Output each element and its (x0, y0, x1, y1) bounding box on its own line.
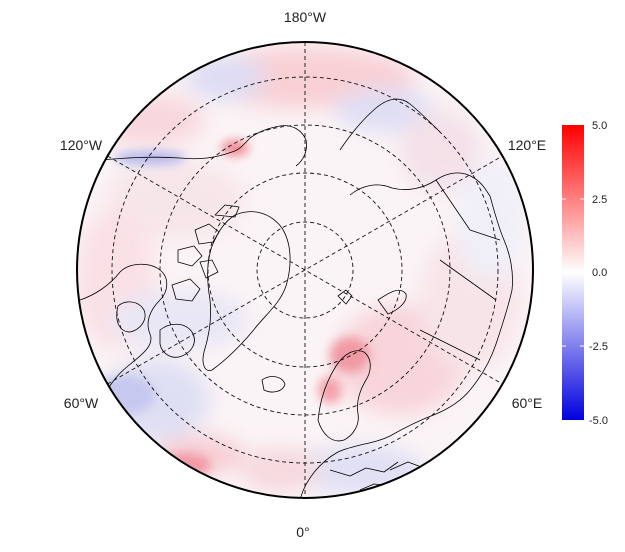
colorbar: 5.0 2.5 0.0 -2.5 -5.0 (562, 120, 608, 427)
colorbar-tick-0: 0.0 (592, 267, 607, 279)
colorbar-tick-neg-2-5: -2.5 (589, 341, 608, 353)
graticule (107, 42, 503, 498)
longitude-labels: 180°W 120°W 120°E 60°W 60°E 0° (60, 9, 546, 540)
map-boundary (76, 41, 534, 499)
colorbar-tick-min: -5.0 (589, 415, 608, 427)
colorbar-tick-2-5: 2.5 (592, 194, 607, 206)
label-180w: 180°W (284, 9, 327, 25)
colorbar-gradient (562, 125, 584, 420)
coastlines (79, 98, 513, 498)
label-0: 0° (296, 524, 309, 540)
label-60e: 60°E (512, 395, 543, 411)
label-60w: 60°W (64, 395, 99, 411)
label-120w: 120°W (60, 137, 103, 153)
label-120e: 120°E (508, 137, 546, 153)
colorbar-tick-max: 5.0 (592, 120, 607, 132)
